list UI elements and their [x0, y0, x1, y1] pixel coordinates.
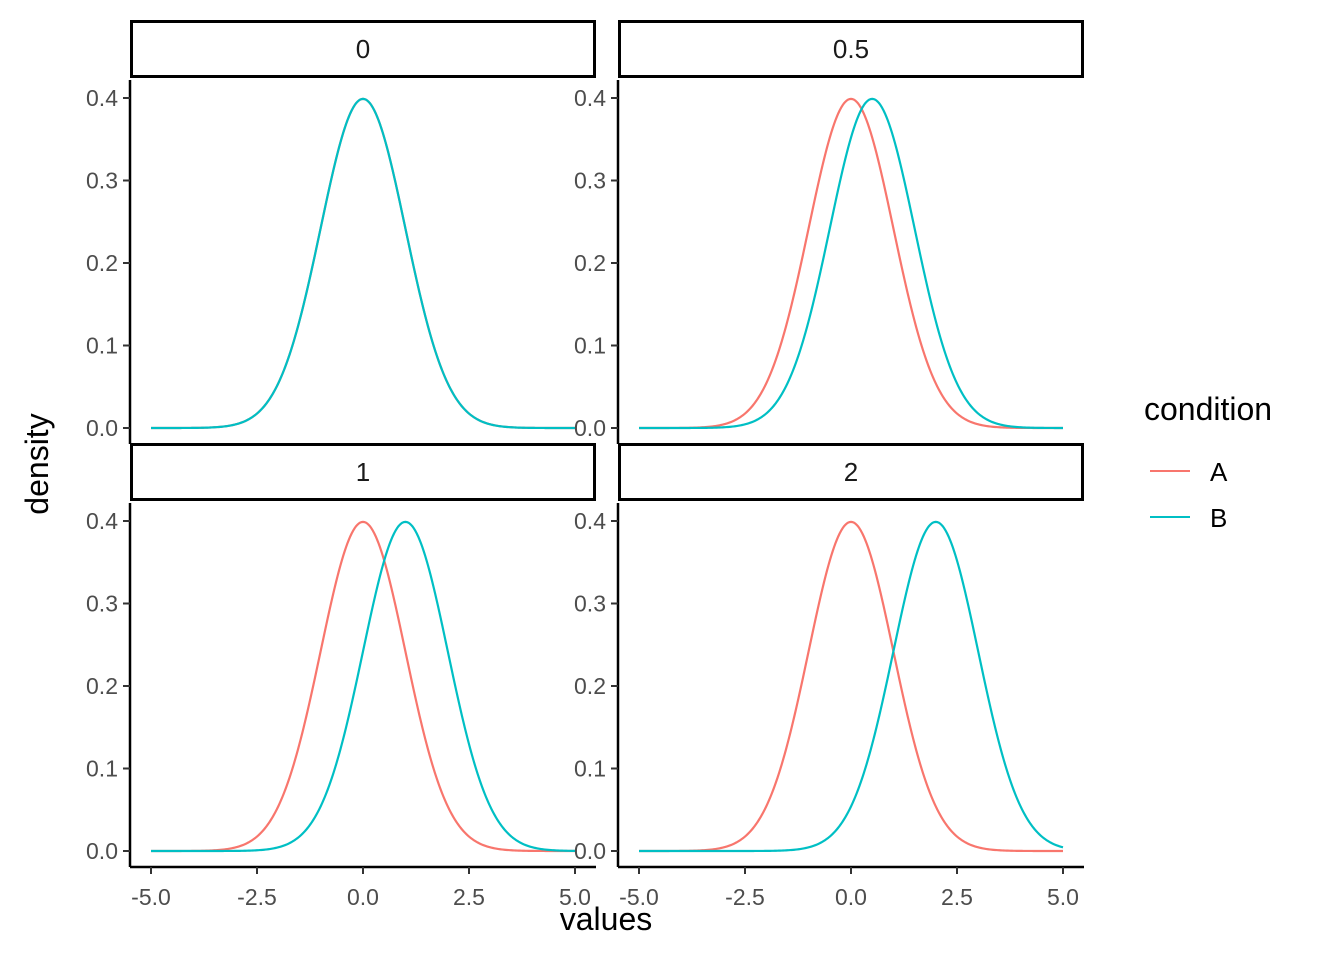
- y-tick-label: 0.4: [86, 508, 118, 534]
- y-tick-label: 0.4: [574, 508, 606, 534]
- density-line-b-facet-1: [151, 520, 576, 853]
- y-tick-label: 0.2: [86, 250, 118, 276]
- legend-item-b: B: [1150, 503, 1227, 533]
- facet-strip-1: [130, 443, 596, 501]
- x-tick-label: -5.0: [131, 884, 171, 910]
- facet-panel-1: 1 0.0 0.1 0.2 0.3 0.4 -5.0 -2.5 0.0 2.5 5.0: [86, 443, 596, 910]
- y-tick-label: 0.2: [574, 250, 606, 276]
- facet-strip-label-1: 1: [356, 457, 370, 487]
- x-tick-label: -5.0: [619, 884, 659, 910]
- y-tick-label: 0.1: [86, 756, 118, 782]
- y-tick-label: 0.3: [574, 168, 606, 194]
- y-tick-label: 0.2: [86, 673, 118, 699]
- facet-strip-label-0-5: 0.5: [833, 34, 869, 64]
- x-tick-label: 5.0: [1047, 884, 1079, 910]
- facet-strip-0: [130, 20, 596, 78]
- y-tick-label: 0.0: [574, 838, 606, 864]
- density-line-a-facet-0: [151, 97, 575, 430]
- x-tick-label: 2.5: [453, 884, 485, 910]
- y-tick-label: 0.1: [86, 333, 118, 359]
- density-line-a-facet-2: [639, 520, 1063, 853]
- facet-strip-label-2: 2: [844, 457, 858, 487]
- legend-title: condition: [1144, 391, 1272, 427]
- x-tick-label: 5.0: [559, 884, 591, 910]
- x-tick-label: -2.5: [237, 884, 277, 910]
- x-tick-label: 0.0: [347, 884, 379, 910]
- x-axis-title: values: [560, 901, 653, 937]
- density-line-b-facet-0-5: [639, 97, 1064, 430]
- facet-panel-0-5: 0.5 0.0 0.1 0.2 0.3 0.4: [574, 20, 1084, 444]
- y-axis-title: density: [19, 413, 55, 514]
- y-tick-label: 0.3: [574, 591, 606, 617]
- y-tick-label: 0.4: [86, 85, 118, 111]
- facet-panel-0: 0 0.0 0.1 0.2 0.3 0.4: [86, 20, 596, 444]
- y-tick-label: 0.0: [86, 415, 118, 441]
- y-tick-label: 0.0: [86, 838, 118, 864]
- legend: condition A B: [1144, 391, 1272, 533]
- facet-panel-2: 2 0.0 0.1 0.2 0.3 0.4 -5.0 -2.5 0.0 2.5 5.0: [574, 443, 1084, 910]
- y-tick-label: 0.3: [86, 168, 118, 194]
- x-tick-label: 0.0: [835, 884, 867, 910]
- y-tick-label: 0.3: [86, 591, 118, 617]
- y-tick-label: 0.1: [574, 333, 606, 359]
- y-tick-label: 0.4: [574, 85, 606, 111]
- x-tick-label: -2.5: [725, 884, 765, 910]
- y-tick-label: 0.2: [574, 673, 606, 699]
- density-line-b-facet-2: [639, 520, 1064, 853]
- legend-item-a: A: [1150, 457, 1228, 487]
- density-line-b-facet-0: [151, 97, 575, 430]
- density-line-a-facet-1: [151, 520, 575, 853]
- x-tick-label: 2.5: [941, 884, 973, 910]
- facet-strip-2: [618, 443, 1084, 501]
- y-tick-label: 0.1: [574, 756, 606, 782]
- legend-label-a: A: [1210, 457, 1228, 487]
- facet-strip-label-0: 0: [356, 34, 370, 64]
- legend-label-b: B: [1210, 503, 1227, 533]
- density-line-a-facet-0-5: [639, 97, 1063, 430]
- y-tick-label: 0.0: [574, 415, 606, 441]
- facet-strip-0-5: [618, 20, 1084, 78]
- panels-layer: 00.00.10.20.30.40.50.00.10.20.30.410.00.…: [86, 20, 1084, 910]
